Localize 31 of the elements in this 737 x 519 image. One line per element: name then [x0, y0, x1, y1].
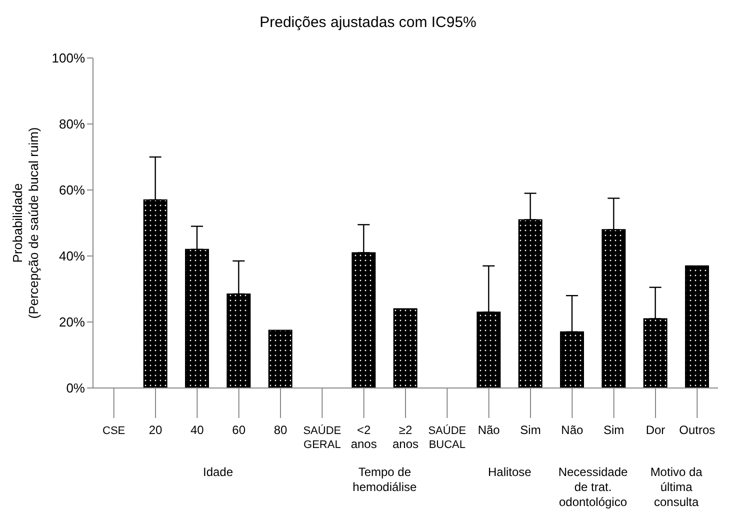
text: Motivo da última consulta: [650, 465, 703, 509]
x-tick-label: 60: [232, 423, 246, 437]
y-tick-label: 100%: [52, 50, 86, 66]
x-tick-label: SAÚDE GERAL: [303, 424, 342, 451]
y-tick-label: 20%: [58, 314, 86, 330]
x-tick-label: Sim: [520, 423, 541, 437]
bar: [685, 265, 709, 388]
x-tick-label: <2 anos: [350, 423, 377, 451]
text: Idade: [202, 465, 234, 479]
y-tick-label: 60%: [58, 182, 86, 198]
text: Necessidade de trat. odontológico: [558, 465, 628, 509]
x-tick-label: 20: [148, 423, 162, 437]
x-tick-label: SAÚDE BUCAL: [428, 424, 466, 451]
bar: [268, 330, 292, 388]
x-tick-label: CSE: [102, 425, 126, 437]
x-tick-label: Sim: [603, 423, 624, 437]
chart-title: Predições ajustadas com IC95%: [258, 13, 478, 33]
x-tick-label: Dor: [646, 423, 666, 437]
y-axis-title: Probabilidade (Percepção de saúde bucal ruim): [10, 127, 41, 319]
text: Halitose: [488, 465, 532, 479]
text: Tempo de hemodiálise: [352, 465, 418, 494]
x-tick-label: 80: [274, 423, 288, 437]
x-tick-label: Não: [478, 423, 500, 437]
y-tick-label: 80%: [58, 116, 86, 132]
x-tick-label: ≥2 anos: [392, 423, 419, 451]
x-tick-label: 40: [190, 423, 204, 437]
bar: [393, 308, 418, 388]
x-tick-label: Outros: [679, 423, 716, 437]
y-tick-label: 0%: [66, 380, 86, 396]
y-tick-label: 40%: [58, 248, 86, 264]
x-tick-label: Não: [561, 423, 584, 437]
